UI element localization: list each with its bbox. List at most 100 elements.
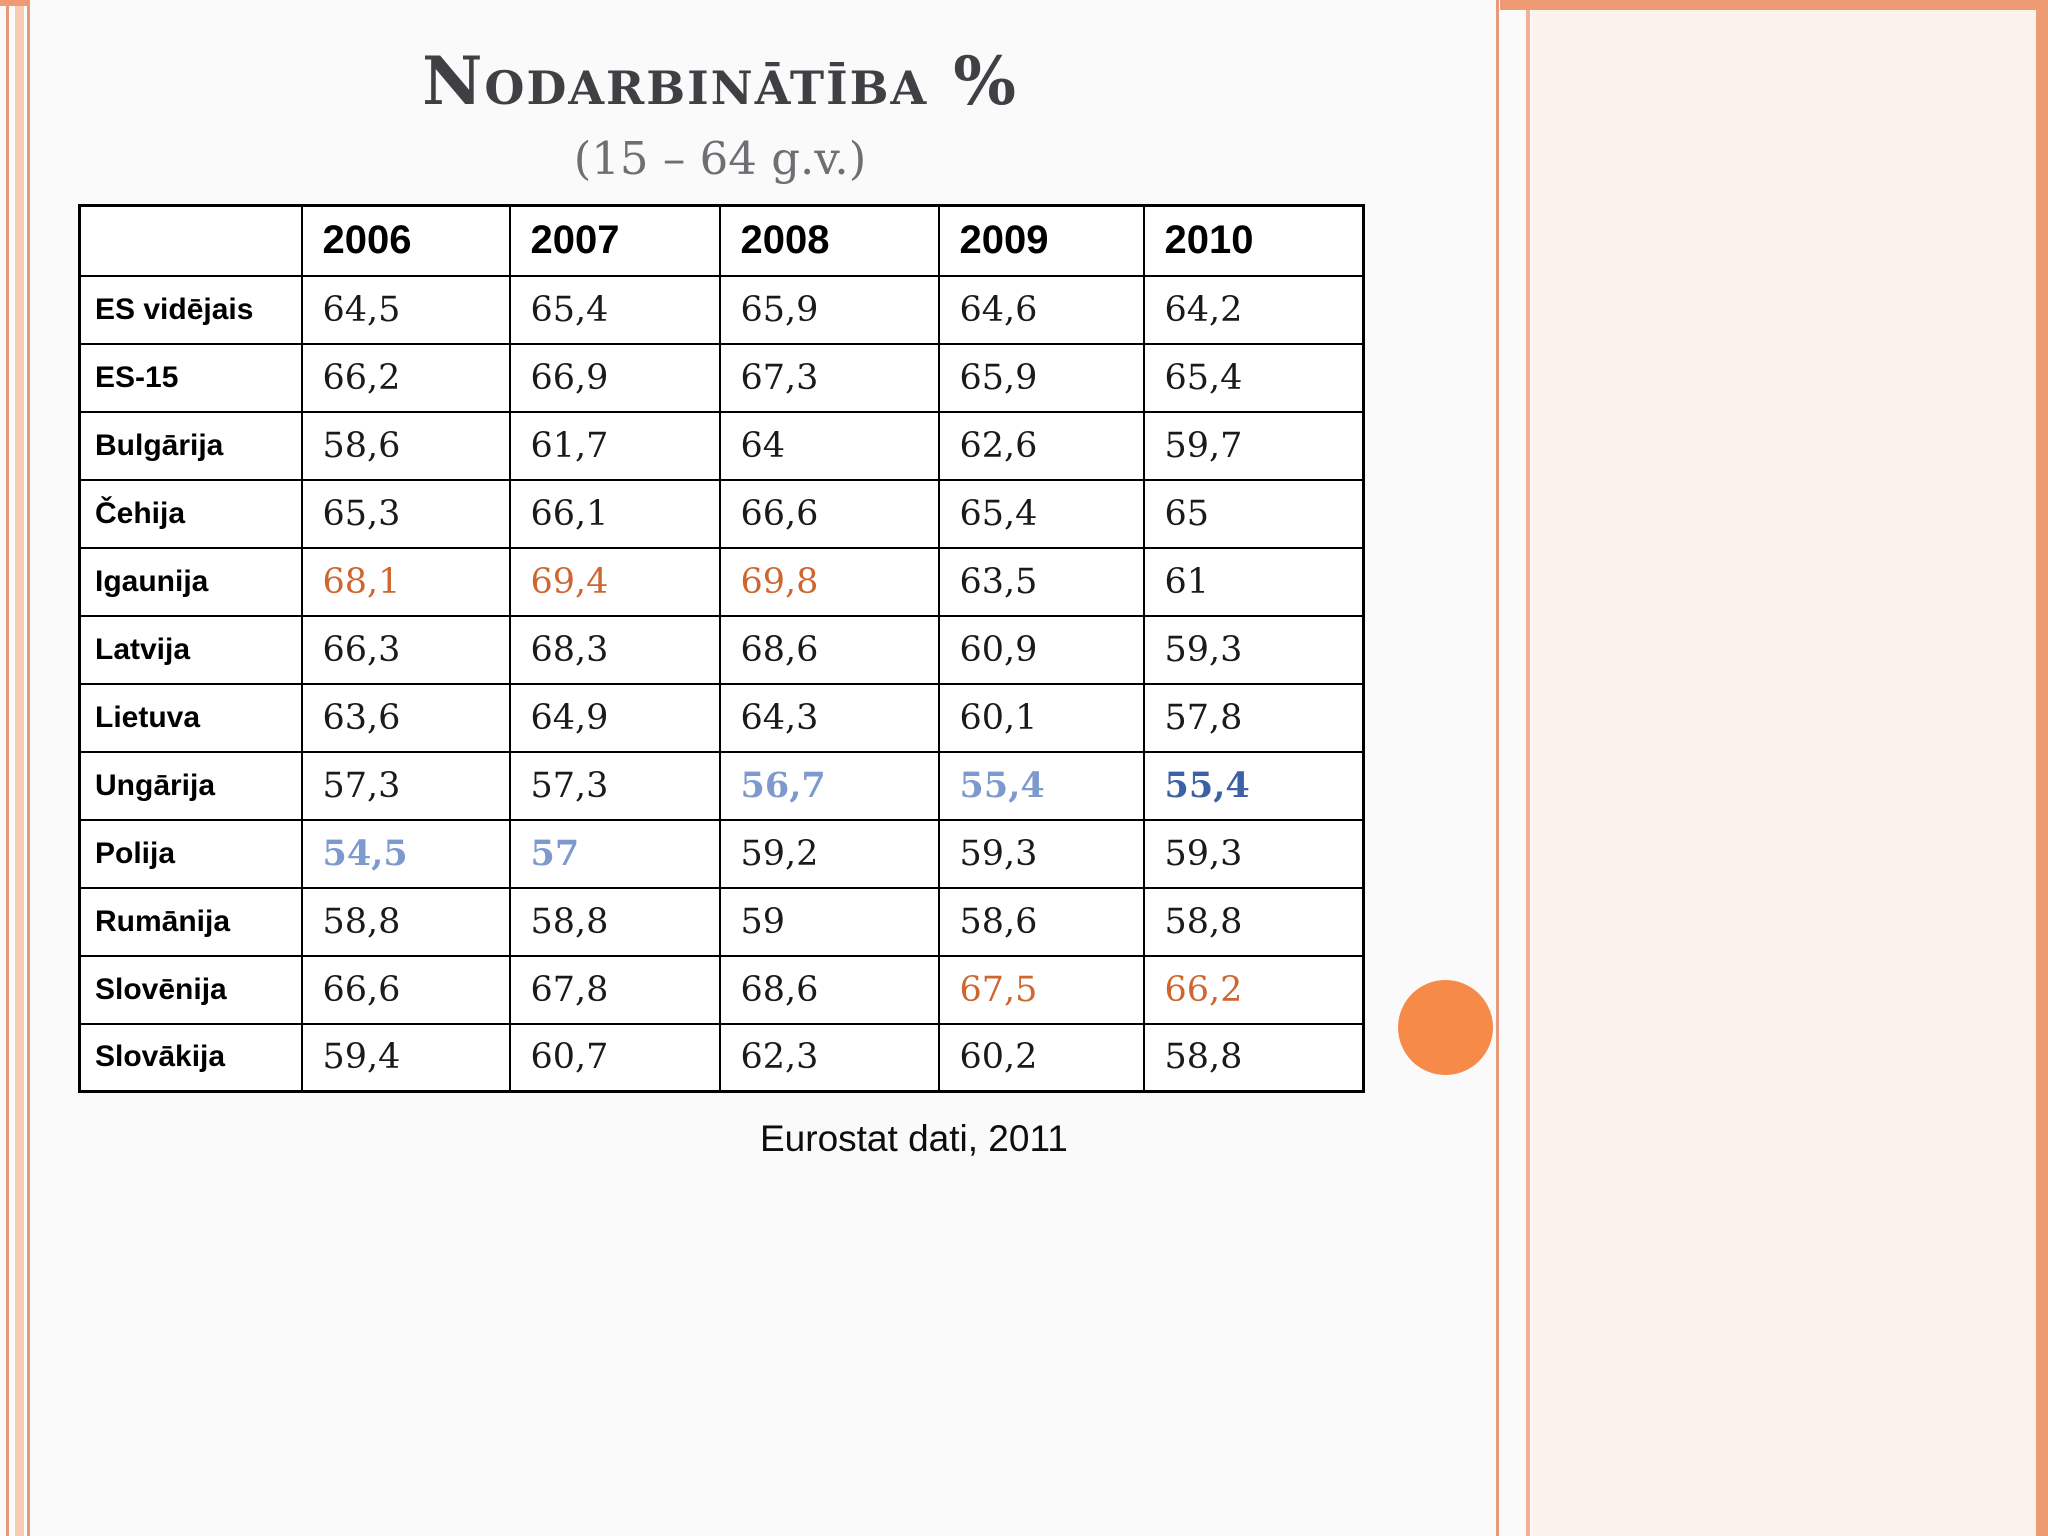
value-cell: 58,8 [1142,886,1365,957]
value-cell: 64 [718,410,940,481]
year-header: 2009 [937,204,1145,277]
right-stripe-inner [1496,0,1499,1536]
page-title: Nodarbinātība % [422,42,1018,120]
value-cell: 64,9 [508,682,721,753]
value-cell: 54,5 [300,818,511,889]
value-cell: 64,6 [937,274,1145,345]
value-cell: 65,4 [1142,342,1365,413]
source-caption: Eurostat dati, 2011 [760,1118,1068,1159]
value-cell: 57,3 [508,750,721,821]
value-cell: 60,1 [937,682,1145,753]
value-cell: 59,3 [937,818,1145,889]
row-label: ES-15 [78,342,303,413]
value-cell: 64,3 [718,682,940,753]
value-cell: 65,4 [508,274,721,345]
left-stripe-outer [6,0,9,1536]
table-row: Rumānija 58,8 58,8 59 58,6 58,8 [78,886,1365,957]
table-row: Latvija 66,3 68,3 68,6 60,9 59,3 [78,614,1365,685]
employment-table: 2006 2007 2008 2009 2010 ES vidējais 64,5 65,4… [78,204,1365,1093]
top-left-cap [0,0,30,6]
row-label: Čehija [78,478,303,549]
row-label: Bulgārija [78,410,303,481]
value-cell: 60,2 [937,1022,1145,1093]
value-cell: 63,6 [300,682,511,753]
left-stripe-inner [27,0,30,1536]
value-cell: 65,4 [937,478,1145,549]
value-cell: 57,8 [1142,682,1365,753]
right-stripe-outer [1526,0,1530,1536]
year-header: 2010 [1142,204,1365,277]
value-cell: 57 [508,818,721,889]
page-subtitle: (15 – 64 g.v.) [573,132,867,185]
year-header: 2008 [718,204,940,277]
value-cell: 68,6 [718,954,940,1025]
value-cell: 65,9 [937,342,1145,413]
value-cell: 61,7 [508,410,721,481]
value-cell: 63,5 [937,546,1145,617]
value-cell: 55,4 [1142,750,1365,821]
table-header: 2006 2007 2008 2009 2010 [78,204,1365,277]
value-cell: 65 [1142,478,1365,549]
table-row: ES-15 66,2 66,9 67,3 65,9 65,4 [78,342,1365,413]
value-cell: 69,4 [508,546,721,617]
table-body: ES vidējais 64,5 65,4 65,9 64,6 64,2 ES-15 66,2… [78,274,1365,1093]
value-cell: 65,9 [718,274,940,345]
value-cell: 64,2 [1142,274,1365,345]
year-header: 2006 [300,204,511,277]
value-cell: 66,1 [508,478,721,549]
left-stripe-band [15,0,24,1536]
value-cell: 66,2 [1142,954,1365,1025]
value-cell: 58,8 [1142,1022,1365,1093]
value-cell: 59,7 [1142,410,1365,481]
top-right-bar [1500,0,2048,10]
value-cell: 59,4 [300,1022,511,1093]
value-cell: 60,7 [508,1022,721,1093]
value-cell: 68,1 [300,546,511,617]
table-row: Slovākija 59,4 60,7 62,3 60,2 58,8 [78,1022,1365,1093]
row-label: Rumānija [78,886,303,957]
value-cell: 66,9 [508,342,721,413]
row-label: ES vidējais [78,274,303,345]
right-side-panel [1532,0,2048,1536]
right-edge-band [2036,0,2048,1536]
row-label: Lietuva [78,682,303,753]
table-row: ES vidējais 64,5 65,4 65,9 64,6 64,2 [78,274,1365,345]
value-cell: 58,6 [300,410,511,481]
row-label: Ungārija [78,750,303,821]
value-cell: 65,3 [300,478,511,549]
row-label: Polija [78,818,303,889]
value-cell: 67,5 [937,954,1145,1025]
value-cell: 58,8 [508,886,721,957]
table-row: Lietuva 63,6 64,9 64,3 60,1 57,8 [78,682,1365,753]
row-label: Latvija [78,614,303,685]
year-header: 2007 [508,204,721,277]
value-cell: 66,2 [300,342,511,413]
value-cell: 55,4 [937,750,1145,821]
corner-cell [78,204,303,277]
value-cell: 61 [1142,546,1365,617]
value-cell: 57,3 [300,750,511,821]
value-cell: 68,3 [508,614,721,685]
table-row: Slovēnija 66,6 67,8 68,6 67,5 66,2 [78,954,1365,1025]
value-cell: 67,8 [508,954,721,1025]
row-label: Igaunija [78,546,303,617]
value-cell: 59,2 [718,818,940,889]
table-row: Igaunija 68,1 69,4 69,8 63,5 61 [78,546,1365,617]
value-cell: 59 [718,886,940,957]
table-row: Ungārija 57,3 57,3 56,7 55,4 55,4 [78,750,1365,821]
value-cell: 58,8 [300,886,511,957]
value-cell: 66,3 [300,614,511,685]
value-cell: 69,8 [718,546,940,617]
table-row: Polija 54,5 57 59,2 59,3 59,3 [78,818,1365,889]
value-cell: 66,6 [718,478,940,549]
value-cell: 67,3 [718,342,940,413]
value-cell: 62,3 [718,1022,940,1093]
value-cell: 68,6 [718,614,940,685]
table-row: Bulgārija 58,6 61,7 64 62,6 59,7 [78,410,1365,481]
value-cell: 64,5 [300,274,511,345]
value-cell: 58,6 [937,886,1145,957]
value-cell: 66,6 [300,954,511,1025]
value-cell: 56,7 [718,750,940,821]
accent-circle-decoration [1398,980,1493,1075]
